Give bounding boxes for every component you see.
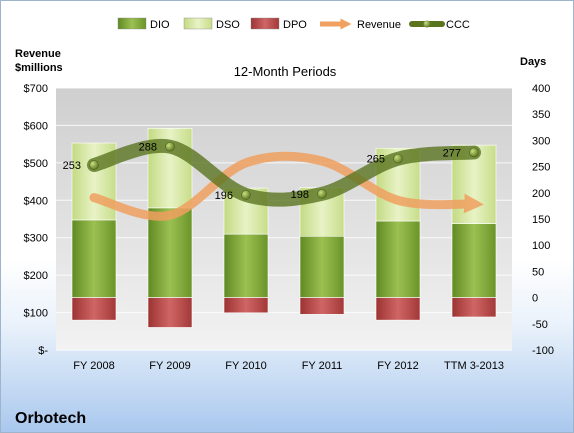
left-tick-label: $100 — [24, 308, 48, 320]
left-tick-label: $700 — [24, 83, 48, 95]
left-axis-title-line2: $millions — [15, 62, 63, 74]
legend-label-dpo: DPO — [283, 19, 307, 31]
legend-swatch-dso — [183, 17, 213, 30]
right-tick-label: -50 — [532, 319, 548, 331]
gridlines — [56, 87, 512, 351]
bar-dpo — [299, 297, 345, 315]
bar-dio — [375, 220, 421, 298]
bar-dio — [299, 235, 345, 298]
company-name: Orbotech — [15, 410, 86, 427]
bar-dio — [223, 233, 269, 298]
bar-dio — [71, 219, 117, 298]
x-tick-label: TTM 3-2013 — [444, 360, 504, 372]
chart-title: 12-Month Periods — [234, 64, 337, 79]
left-tick-label: $400 — [24, 195, 48, 207]
line-series: 253 288 196 198 265 277 — [63, 138, 484, 221]
x-tick-label: FY 2010 — [225, 360, 266, 372]
right-tick-label: 150 — [532, 214, 550, 226]
bar-dio — [147, 207, 193, 298]
ccc-point — [317, 189, 327, 199]
left-tick-label: $- — [38, 345, 48, 357]
legend-label-ccc: CCC — [446, 19, 470, 31]
right-tick-label: 0 — [532, 293, 538, 305]
x-axis: FY 2008 FY 2009 FY 2010 FY 2011 FY 2012 TTM 3… — [73, 360, 504, 372]
x-tick-label: FY 2012 — [377, 360, 418, 372]
left-tick-label: $300 — [24, 233, 48, 245]
right-tick-label: 400 — [532, 83, 550, 95]
ccc-point — [165, 141, 175, 152]
right-axis-title: Days — [520, 56, 546, 68]
right-axis: -100 -50 0 50 100 150 200 250 300 350 400 — [532, 83, 554, 357]
bar-dpo — [223, 297, 269, 314]
ccc-data-label: 253 — [63, 160, 81, 172]
ccc-data-label: 277 — [443, 147, 461, 159]
bar-dpo — [147, 297, 193, 328]
left-axis-title-line1: Revenue — [15, 48, 61, 60]
bar-dio — [451, 223, 497, 298]
right-tick-label: 350 — [532, 109, 550, 121]
left-tick-label: $500 — [24, 158, 48, 170]
legend-label-dso: DSO — [216, 19, 240, 31]
ccc-data-label: 288 — [139, 142, 157, 154]
right-tick-label: 300 — [532, 135, 550, 147]
ccc-data-label: 196 — [215, 190, 233, 202]
plot-area — [56, 88, 512, 350]
ccc-data-label: 265 — [367, 154, 385, 166]
legend-label-revenue: Revenue — [357, 19, 401, 31]
legend-swatch-ccc-dot — [423, 20, 431, 28]
right-tick-label: 50 — [532, 266, 544, 278]
ccc-point — [89, 160, 99, 170]
left-tick-label: $600 — [24, 120, 48, 132]
legend-swatch-dpo — [250, 17, 280, 30]
ccc-point — [241, 190, 251, 200]
legend-swatch-dio — [117, 17, 147, 30]
revenue-line — [89, 151, 484, 221]
ccc-data-label: 198 — [291, 189, 309, 201]
right-tick-label: -100 — [532, 345, 554, 357]
right-tick-label: 200 — [532, 188, 550, 200]
left-tick-label: $200 — [24, 270, 48, 282]
x-tick-label: FY 2009 — [149, 360, 190, 372]
ccc-point — [469, 147, 479, 158]
legend: DIO DSO DPO Revenue CCC — [117, 17, 470, 31]
x-tick-label: FY 2008 — [73, 360, 114, 372]
left-axis: $- $100 $200 $300 $400 $500 $600 $700 — [24, 83, 49, 357]
ccc-point — [393, 153, 403, 164]
bar-dpo — [375, 297, 421, 321]
legend-label-dio: DIO — [150, 19, 170, 31]
right-tick-label: 250 — [532, 162, 550, 174]
bar-dpo — [71, 297, 117, 321]
right-tick-label: 100 — [532, 240, 550, 252]
x-tick-label: FY 2011 — [302, 360, 343, 372]
bar-dpo — [451, 297, 497, 318]
